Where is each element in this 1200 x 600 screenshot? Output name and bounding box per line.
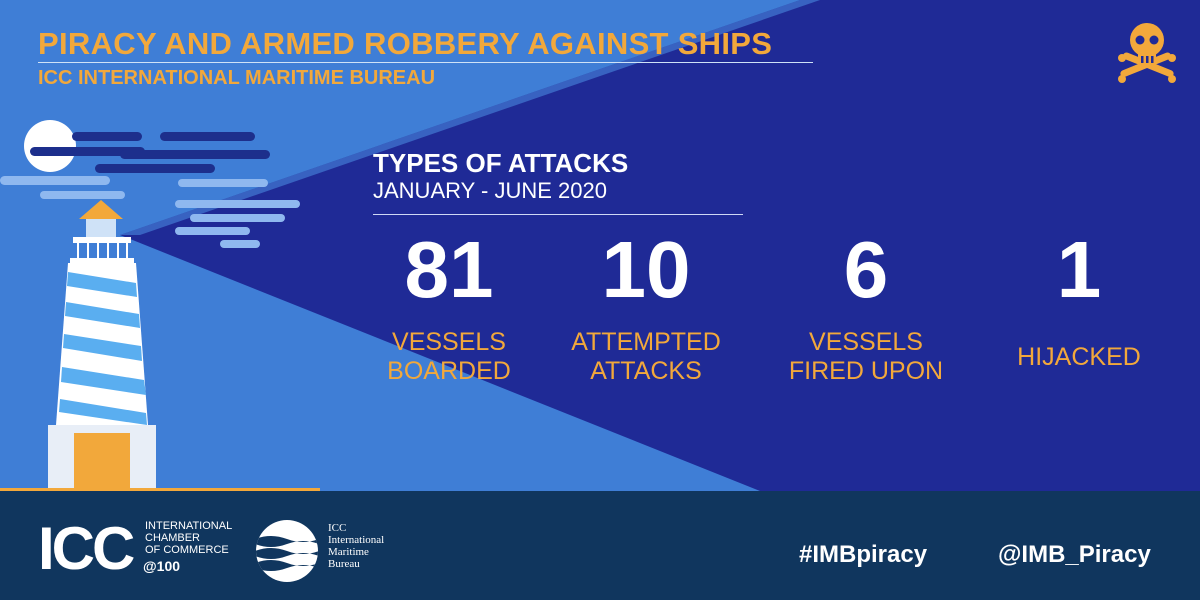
stat-label: HIJACKED bbox=[1017, 342, 1141, 371]
stat-value: 6 bbox=[843, 225, 889, 314]
stat-vessels-boarded: 81 VESSELS BOARDED bbox=[349, 222, 549, 392]
stat-label: ATTEMPTED ATTACKS bbox=[571, 328, 721, 385]
icc-name: INTERNATIONAL CHAMBER OF COMMERCE bbox=[145, 520, 233, 556]
page-title: PIRACY AND ARMED ROBBERY AGAINST SHIPS bbox=[38, 26, 773, 61]
ground-line bbox=[0, 488, 320, 493]
section-divider bbox=[373, 214, 743, 215]
skull-crossbones-icon bbox=[1118, 23, 1176, 83]
light-beam bbox=[0, 0, 800, 491]
clouds bbox=[30, 132, 270, 173]
stat-value: 1 bbox=[1056, 225, 1102, 314]
stat-label: VESSELS BOARDED bbox=[387, 328, 511, 385]
lighthouse bbox=[48, 200, 156, 490]
icc-anniversary: @100 bbox=[143, 558, 181, 574]
clouds-light bbox=[0, 176, 300, 248]
section-title: TYPES OF ATTACKS bbox=[373, 148, 629, 178]
light-beam-edge bbox=[120, 0, 820, 235]
stat-value: 81 bbox=[404, 225, 494, 314]
stat-value: 10 bbox=[601, 225, 691, 314]
title-divider bbox=[38, 62, 813, 63]
twitter-handle-link[interactable]: @IMB_Piracy bbox=[998, 541, 1151, 568]
stat-label: VESSELS FIRED UPON bbox=[788, 328, 944, 385]
section-period: JANUARY - JUNE 2020 bbox=[373, 178, 607, 203]
page-subtitle: ICC INTERNATIONAL MARITIME BUREAU bbox=[38, 67, 436, 89]
moon bbox=[24, 120, 76, 172]
footer-bar bbox=[0, 491, 1200, 600]
imb-emblem-icon bbox=[256, 520, 318, 582]
hashtag-link[interactable]: #IMBpiracy bbox=[799, 541, 928, 568]
imb-name: ICC International Maritime Bureau bbox=[328, 522, 385, 570]
stat-hijacked: 1 HIJACKED bbox=[979, 222, 1179, 392]
stat-attempted-attacks: 10 ATTEMPTED ATTACKS bbox=[546, 222, 746, 392]
stat-vessels-fired-upon: 6 VESSELS FIRED UPON bbox=[766, 222, 966, 392]
icc-logo: ICC bbox=[38, 515, 135, 582]
